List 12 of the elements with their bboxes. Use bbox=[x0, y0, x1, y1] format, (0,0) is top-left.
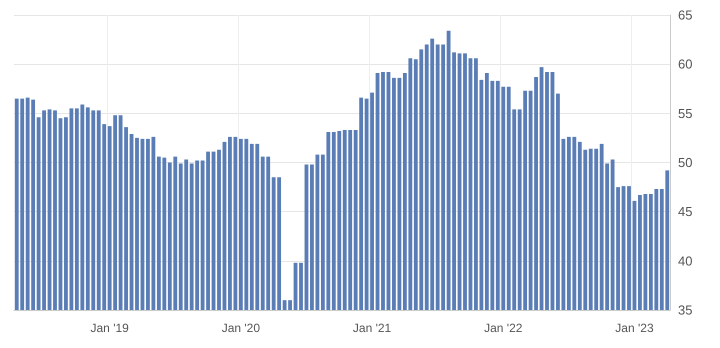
y-tick-label: 45 bbox=[678, 204, 692, 220]
y-tick-label: 55 bbox=[678, 106, 692, 121]
x-tick-label: Jan '22 bbox=[484, 321, 523, 335]
y-tick-label: 40 bbox=[678, 253, 692, 268]
y-tick-label: 35 bbox=[678, 302, 692, 318]
x-tick-label: Jan '21 bbox=[352, 321, 392, 335]
x-tick-label: Jan '19 bbox=[90, 321, 130, 335]
x-tick-label: Jan '23 bbox=[615, 321, 654, 335]
y-tick-label: 60 bbox=[678, 56, 692, 72]
x-tick-label: Jan '20 bbox=[222, 321, 260, 335]
y-tick-label: 65 bbox=[678, 8, 692, 22]
y-tick-label: 50 bbox=[678, 155, 692, 170]
